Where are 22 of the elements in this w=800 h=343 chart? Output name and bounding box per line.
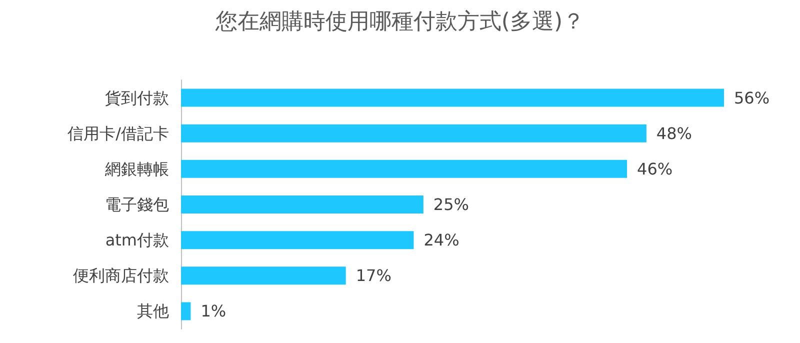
chart-title: 您在網購時使用哪種付款方式(多選)？ — [214, 10, 585, 34]
bar — [181, 302, 191, 320]
bar — [181, 160, 628, 178]
bar — [181, 124, 646, 142]
data-label: 46% — [637, 159, 673, 178]
y-tick-label: 便利商店付款 — [73, 266, 169, 286]
y-tick-label: atm付款 — [105, 230, 169, 250]
y-tick-label: 其他 — [137, 302, 169, 321]
y-tick-label: 電子錢包 — [105, 195, 169, 214]
bar — [181, 266, 346, 285]
bar — [181, 196, 424, 214]
y-tick-label: 信用卡/借記卡 — [68, 124, 169, 143]
bar — [181, 88, 724, 107]
data-label: 25% — [433, 195, 469, 214]
data-label: 1% — [200, 302, 226, 321]
y-tick-label: 網銀轉帳 — [104, 159, 169, 178]
bar — [181, 231, 414, 250]
data-label: 48% — [656, 124, 692, 143]
data-label: 17% — [356, 266, 392, 286]
data-label: 24% — [424, 230, 460, 250]
y-tick-label: 貨到付款 — [105, 88, 169, 108]
data-label: 56% — [734, 88, 770, 108]
